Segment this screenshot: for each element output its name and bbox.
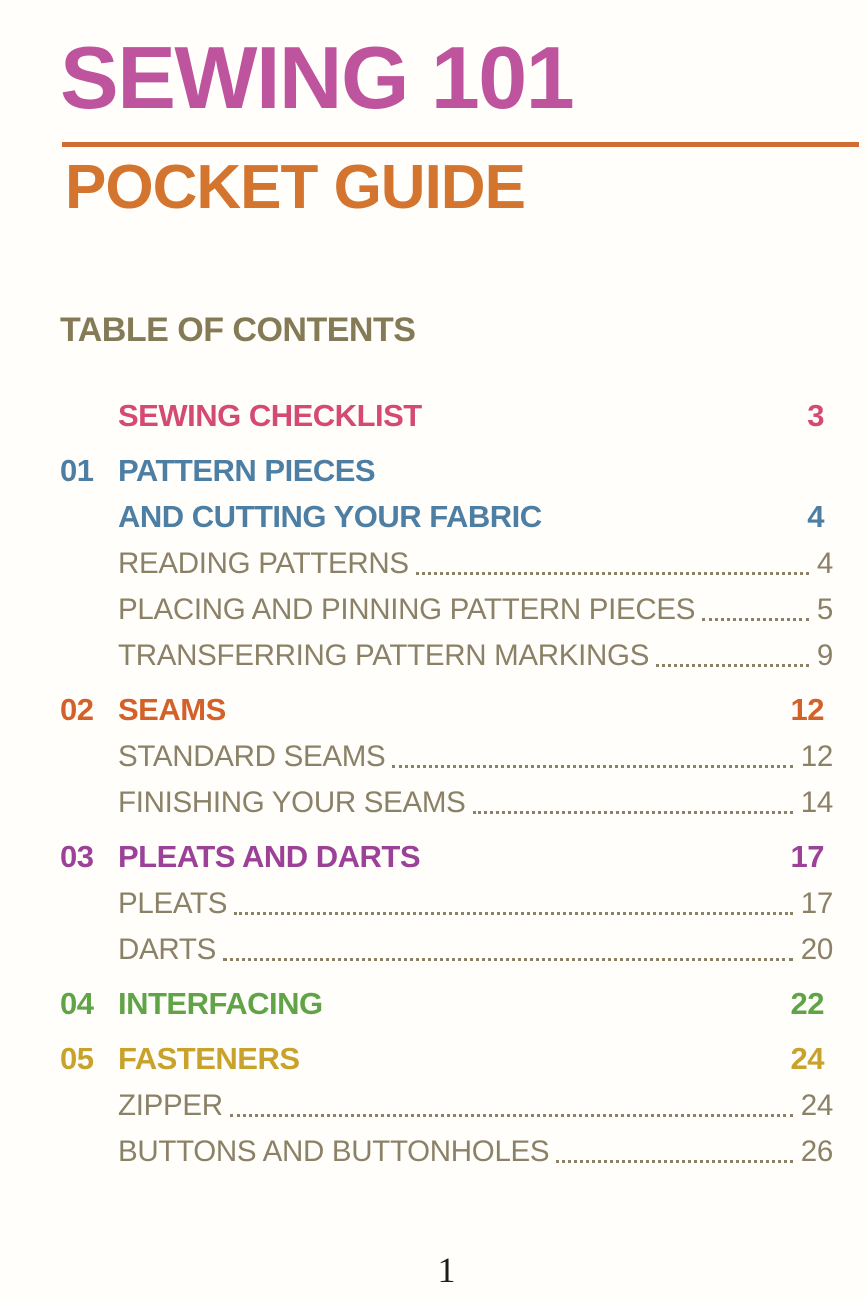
dot-leader (222, 958, 793, 961)
toc-subentry-page: 12 (800, 740, 834, 774)
toc-entry-fasteners: 05 FASTENERS 24 (60, 1030, 833, 1076)
dot-leader (656, 664, 809, 667)
dot-leader (556, 1160, 793, 1163)
toc-entry-title: AND CUTTING YOUR FABRIC (118, 499, 542, 535)
toc-entry-number: 02 (60, 692, 94, 728)
header: SEWING 101 POCKET GUIDE (60, 0, 859, 222)
dot-leader (472, 811, 793, 814)
toc-entry-page: 24 (790, 1041, 825, 1077)
toc-subentry-page: 26 (800, 1135, 834, 1169)
toc-subentry-page: 24 (800, 1089, 834, 1123)
toc-subentry-title: DARTS (118, 933, 216, 967)
toc-entry-page: 3 (807, 398, 824, 434)
toc-subentry-page: 9 (816, 639, 833, 673)
toc-subentry-title: BUTTONS AND BUTTONHOLES (118, 1135, 550, 1169)
toc-entry-page: 4 (807, 499, 824, 535)
toc-entry-page: 22 (790, 986, 825, 1022)
toc-entry-number: 05 (60, 1041, 94, 1077)
toc-subentry-darts: DARTS 20 (60, 920, 833, 966)
toc-subentry-title: ZIPPER (118, 1089, 223, 1123)
toc-subentry-page: 17 (800, 887, 834, 921)
dot-leader (229, 1114, 793, 1117)
toc-entry-title: SEWING CHECKLIST (118, 398, 422, 434)
dot-leader (702, 618, 809, 621)
toc-subentry-title: READING PATTERNS (118, 547, 409, 581)
toc-entry-sewing-checklist: SEWING CHECKLIST 3 (60, 387, 833, 433)
toc-entry-title: PLEATS AND DARTS (118, 839, 421, 875)
dot-leader (234, 912, 793, 915)
toc-subentry-placing-pinning: PLACING AND PINNING PATTERN PIECES 5 (60, 580, 833, 626)
toc-subentry-page: 4 (816, 547, 833, 581)
toc-subentry-title: PLEATS (118, 887, 228, 921)
toc-entry-number: 01 (60, 453, 94, 489)
toc-entry-pattern-pieces-line1: 01 PATTERN PIECES (60, 442, 833, 488)
toc-subentry-title: PLACING AND PINNING PATTERN PIECES (118, 593, 696, 627)
toc-entry-title: INTERFACING (118, 986, 323, 1022)
toc-entry-page: 17 (790, 839, 825, 875)
table-of-contents: SEWING CHECKLIST 3 01 PATTERN PIECES AND… (60, 387, 833, 1168)
toc-subentry-page: 20 (800, 933, 834, 967)
toc-subentry-page: 5 (816, 593, 833, 627)
title-divider-rule (62, 142, 859, 147)
dot-leader (392, 765, 793, 768)
toc-subentry-title: STANDARD SEAMS (118, 740, 386, 774)
toc-subentry-transferring-markings: TRANSFERRING PATTERN MARKINGS 9 (60, 626, 833, 672)
toc-entry-pattern-pieces-line2: AND CUTTING YOUR FABRIC 4 (60, 488, 833, 534)
toc-subentry-reading-patterns: READING PATTERNS 4 (60, 534, 833, 580)
toc-subentry-title: FINISHING YOUR SEAMS (118, 786, 466, 820)
page-footer: 1 (60, 1252, 833, 1288)
dot-leader (415, 572, 809, 575)
toc-heading: TABLE OF CONTENTS (60, 311, 416, 349)
toc-entry-title: FASTENERS (118, 1041, 300, 1077)
toc-entry-number: 03 (60, 839, 94, 875)
toc-entry-title: SEAMS (118, 692, 226, 728)
toc-entry-page: 12 (790, 692, 825, 728)
toc-entry-number: 04 (60, 986, 94, 1022)
toc-subentry-standard-seams: STANDARD SEAMS 12 (60, 727, 833, 773)
toc-subentry-buttons-buttonholes: BUTTONS AND BUTTONHOLES 26 (60, 1122, 833, 1168)
toc-entry-title: PATTERN PIECES (118, 453, 376, 489)
doc-subtitle: POCKET GUIDE (65, 153, 526, 222)
toc-entry-seams: 02 SEAMS 12 (60, 681, 833, 727)
doc-title: SEWING 101 (60, 28, 575, 127)
page-number: 1 (437, 1250, 456, 1290)
toc-subentry-finishing-seams: FINISHING YOUR SEAMS 14 (60, 773, 833, 819)
toc-subentry-zipper: ZIPPER 24 (60, 1076, 833, 1122)
toc-entry-interfacing: 04 INTERFACING 22 (60, 975, 833, 1021)
toc-entry-pleats-darts: 03 PLEATS AND DARTS 17 (60, 828, 833, 874)
toc-subentry-pleats: PLEATS 17 (60, 874, 833, 920)
toc-subentry-page: 14 (800, 786, 834, 820)
toc-subentry-title: TRANSFERRING PATTERN MARKINGS (118, 639, 650, 673)
